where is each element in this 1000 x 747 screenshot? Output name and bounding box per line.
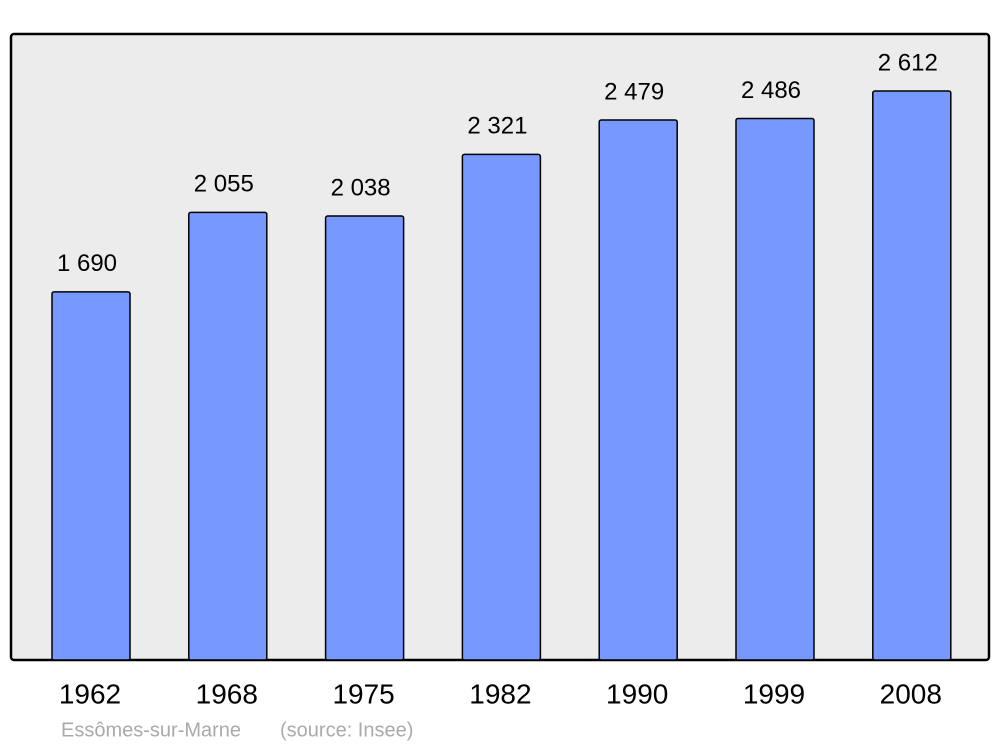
- value-label: 2 055: [194, 171, 254, 198]
- x-tick-label: 1990: [606, 678, 668, 709]
- bar: [598, 119, 678, 661]
- bar: [872, 90, 952, 661]
- x-tick-label: 1982: [469, 678, 531, 709]
- x-tick-label: 1999: [743, 678, 805, 709]
- x-tick-label: 1962: [59, 678, 121, 709]
- x-tick-label: 1975: [332, 678, 394, 709]
- bar: [461, 153, 542, 661]
- bar: [188, 211, 268, 661]
- bar: [735, 117, 815, 661]
- bar: [51, 291, 131, 661]
- value-label: 2 612: [878, 49, 938, 76]
- footer-place: Essômes-sur-Marne: [61, 719, 241, 741]
- value-label: 1 690: [57, 250, 117, 277]
- bar: [324, 215, 405, 661]
- x-tick-label: 1968: [196, 678, 258, 709]
- x-tick-label: 2008: [880, 678, 942, 709]
- footer-source: (source: Insee): [280, 719, 413, 741]
- value-label: 2 479: [604, 78, 664, 105]
- value-label: 2 486: [741, 77, 801, 104]
- value-label: 2 321: [467, 113, 527, 140]
- value-label: 2 038: [331, 174, 391, 201]
